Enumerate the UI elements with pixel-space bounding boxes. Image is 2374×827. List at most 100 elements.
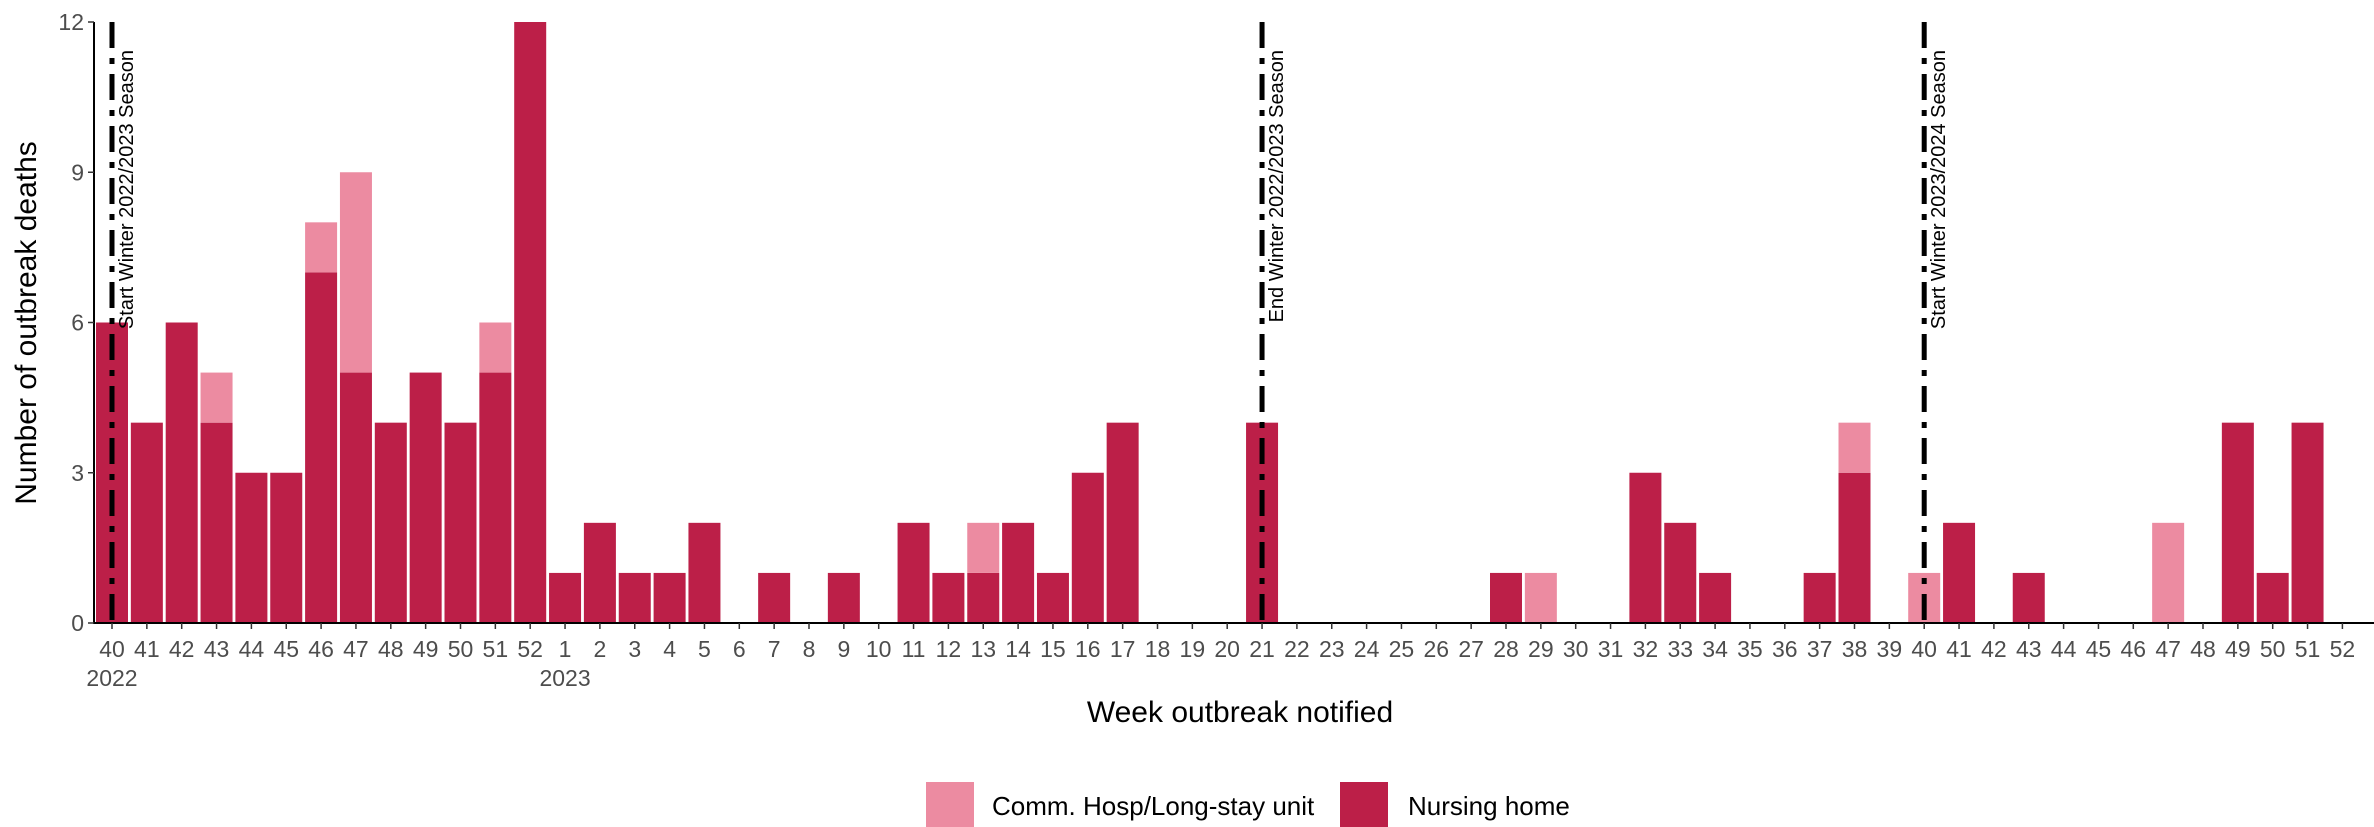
x-tick-label: 12 [936,636,962,662]
bar-nursing-home-7 [339,372,372,623]
x-tick-label: 49 [413,636,439,662]
x-tick-label: 1 [559,636,572,662]
bar-nursing-home-40 [1490,572,1522,623]
x-tick-label: 13 [970,636,996,662]
bar-comm-hosp-7 [339,172,372,373]
bar-nursing-home-13 [549,572,582,623]
x-tick-label: 21 [1249,636,1275,662]
x-tick-label: 35 [1737,636,1763,662]
bar-comm-hosp-3 [200,372,233,423]
x-tick-label: 23 [1319,636,1345,662]
x-tick-label: 8 [803,636,816,662]
bar-nursing-home-17 [688,522,721,623]
bar-nursing-home-49 [1803,572,1836,623]
bar-nursing-home-29 [1106,422,1139,623]
y-tick-label: 12 [58,9,84,35]
bar-nursing-home-4 [235,472,268,623]
legend: Comm. Hosp/Long-stay unit Nursing home [926,782,1570,827]
x-tick-label: 32 [1633,636,1659,662]
x-axis-title: Week outbreak notified [1087,696,1393,729]
x-tick-label: 46 [308,636,334,662]
x-tick-label: 39 [1877,636,1903,662]
bar-comm-hosp-11 [479,322,512,373]
x-tick-label: 29 [1528,636,1554,662]
bar-comm-hosp-6 [305,222,338,273]
x-tick-label: 46 [2121,636,2147,662]
bar-nursing-home-27 [1036,572,1069,623]
bar-nursing-home-11 [479,372,512,623]
bar-comm-hosp-50 [1838,422,1871,473]
x-tick-label: 48 [378,636,404,662]
x-tick-label: 51 [483,636,509,662]
bar-nursing-home-21 [827,572,860,623]
x-tick-label: 2 [594,636,607,662]
x-tick-label: 49 [2225,636,2251,662]
bar-nursing-home-8 [374,422,407,623]
x-tick-label: 45 [273,636,299,662]
bar-nursing-home-24 [932,572,965,623]
bar-nursing-home-46 [1699,572,1732,623]
x-tick-label: 24 [1354,636,1380,662]
x-tick-label: 26 [1424,636,1450,662]
x-tick-label: 45 [2086,636,2112,662]
x-tick-label: 15 [1040,636,1066,662]
bar-nursing-home-50 [1838,472,1871,623]
bar-nursing-home-5 [270,472,303,623]
x-tick-label: 34 [1702,636,1728,662]
x-tick-label: 43 [204,636,230,662]
x-tick-label: 48 [2190,636,2216,662]
x-tick-label: 47 [343,636,369,662]
x-tick-label: 47 [2155,636,2181,662]
x-tick-label: 33 [1667,636,1693,662]
x-tick-label: 17 [1110,636,1136,662]
x-tick-label: 6 [733,636,746,662]
x-tick-label: 51 [2295,636,2321,662]
x-tick-label: 41 [134,636,160,662]
legend-swatch-comm-hosp [926,782,974,827]
x-tick-label: 40 [1911,636,1937,662]
bar-nursing-home-0 [96,322,128,623]
bar-nursing-home-2 [165,322,198,623]
bar-nursing-home-26 [1002,522,1035,623]
bar-nursing-home-53 [1943,522,1976,623]
x-tick-label: 27 [1458,636,1484,662]
legend-label-comm-hosp: Comm. Hosp/Long-stay unit [992,791,1315,821]
y-tick-label: 0 [71,610,84,636]
x-tick-label: 37 [1807,636,1833,662]
x-tick-label: 10 [866,636,892,662]
bar-comm-hosp-59 [2152,522,2185,623]
legend-swatch-nursing-home [1340,782,1388,827]
bar-nursing-home-45 [1664,522,1697,623]
bar-nursing-home-61 [2221,422,2254,623]
x-tick-label: 43 [2016,636,2042,662]
x-tick-label: 4 [663,636,676,662]
x-tick-label: 42 [169,636,195,662]
x-tick-label: 44 [2051,636,2077,662]
x-tick-label: 16 [1075,636,1101,662]
bar-nursing-home-9 [409,372,442,623]
bar-nursing-home-3 [200,422,233,623]
x-tick-label: 3 [628,636,641,662]
bar-nursing-home-14 [583,522,616,623]
reference-lines: Start Winter 2022/2023 Season End Winter … [109,22,1950,623]
x-tick-label: 20 [1214,636,1240,662]
bar-nursing-home-12 [514,22,547,623]
x-year-label: 2023 [539,665,590,691]
season-reference-label: Start Winter 2022/2023 Season [116,50,138,329]
y-tick-label: 6 [71,310,84,336]
season-reference-label: End Winter 2022/2023 Season [1266,50,1288,322]
bar-nursing-home-25 [967,572,1000,623]
x-tick-label: 44 [239,636,265,662]
x-tick-labels: 40 41 42 43 44 45 46 47 48 49 50 51 52 1 2 3 4 5 6 7 8 9 10 11 1… [86,623,2355,691]
x-tick-label: 9 [837,636,850,662]
bar-nursing-home-15 [618,572,651,623]
bar-nursing-home-1 [130,422,163,623]
x-tick-label: 30 [1563,636,1589,662]
bar-nursing-home-28 [1071,472,1104,623]
x-tick-label: 31 [1598,636,1624,662]
x-tick-label: 42 [1981,636,2007,662]
bar-nursing-home-10 [444,422,477,623]
legend-label-nursing-home: Nursing home [1408,791,1570,821]
bar-nursing-home-63 [2291,422,2324,623]
